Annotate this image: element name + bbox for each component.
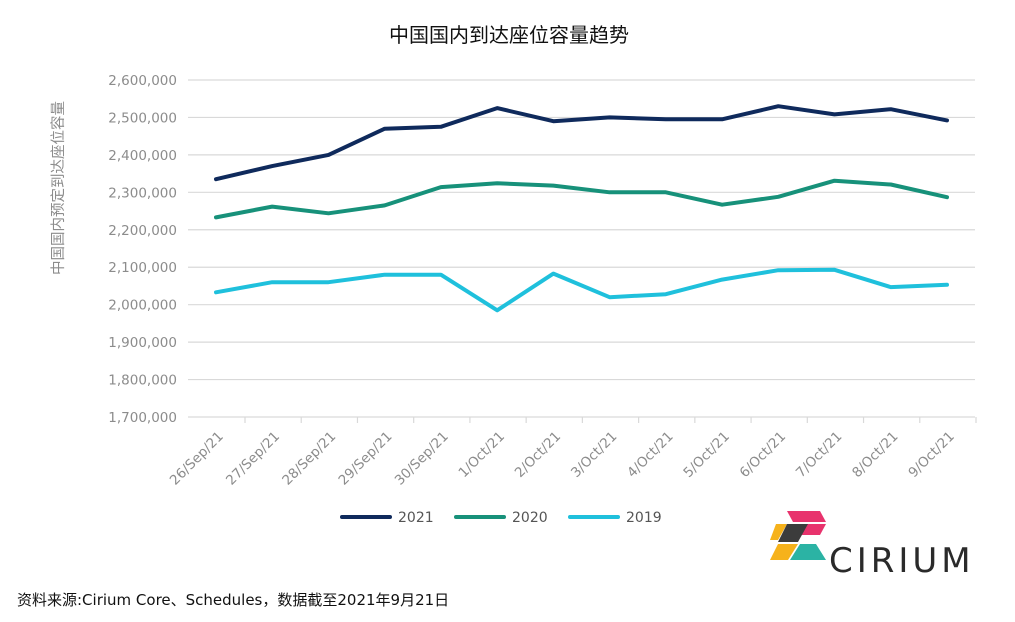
x-tick-label: 3/Oct/21 [568, 429, 620, 481]
series-line-2020 [214, 178, 949, 220]
x-tick-label: 1/Oct/21 [456, 429, 508, 481]
cirium-logo-text: CIRIUM [829, 541, 975, 581]
series-lines [214, 104, 949, 313]
series-line-2019 [214, 267, 949, 313]
y-tick-label: 2,400,000 [108, 148, 177, 164]
gridlines [188, 79, 975, 418]
chart-title: 中国国内到达座位容量趋势 [389, 23, 629, 47]
x-tick-label: 7/Oct/21 [793, 429, 845, 481]
y-tick-label: 2,600,000 [108, 73, 177, 89]
x-tick-label: 29/Sep/21 [335, 429, 395, 489]
y-tick-label: 2,000,000 [108, 298, 177, 314]
x-tick-labels: 26/Sep/2127/Sep/2128/Sep/2129/Sep/2130/S… [167, 417, 977, 489]
y-tick-label: 1,700,000 [108, 410, 177, 426]
x-tick-label: 8/Oct/21 [849, 429, 901, 481]
x-tick-label: 5/Oct/21 [680, 429, 732, 481]
source-note: 资料来源:Cirium Core、Schedules，数据截至2021年9月21… [17, 591, 449, 609]
y-tick-label: 2,200,000 [108, 223, 177, 239]
y-tick-label: 2,300,000 [108, 185, 177, 201]
y-tick-labels: 1,700,000 1,800,000 1,900,000 2,000,000 2,10… [108, 73, 177, 426]
y-tick-label: 1,900,000 [108, 335, 177, 351]
x-tick-label: 28/Sep/21 [279, 429, 339, 489]
legend-label-2019: 2019 [626, 510, 662, 526]
y-tick-label: 1,800,000 [108, 373, 177, 389]
legend: 2021 2020 2019 [340, 510, 662, 526]
x-tick-label: 30/Sep/21 [392, 429, 452, 489]
y-tick-label: 2,100,000 [108, 260, 177, 276]
series-line-2021 [214, 104, 949, 182]
cirium-logo: CIRIUM [770, 511, 975, 581]
legend-label-2020: 2020 [512, 510, 548, 526]
x-tick-label: 6/Oct/21 [737, 429, 789, 481]
x-tick-label: 4/Oct/21 [624, 429, 676, 481]
x-tick-label: 9/Oct/21 [905, 429, 957, 481]
x-tick-label: 26/Sep/21 [167, 429, 227, 489]
x-tick-label: 2/Oct/21 [512, 429, 564, 481]
y-tick-label: 2,500,000 [108, 110, 177, 126]
cirium-logo-mark [770, 511, 826, 560]
legend-label-2021: 2021 [398, 510, 434, 526]
y-axis-label: 中国国内预定到达座位容量 [50, 101, 67, 275]
x-tick-label: 27/Sep/21 [223, 429, 283, 489]
